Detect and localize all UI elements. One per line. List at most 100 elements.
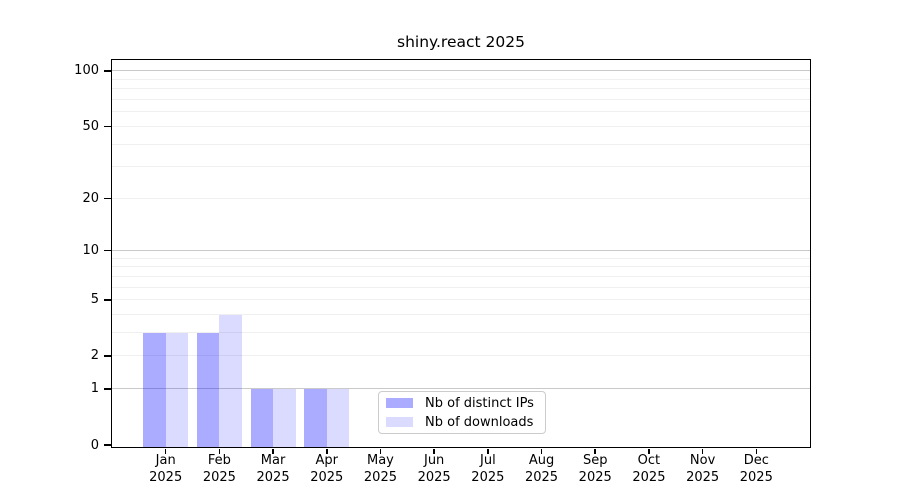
minor-gridline xyxy=(112,197,810,199)
x-label-month: Feb xyxy=(207,453,231,468)
x-label-year: 2025 xyxy=(632,469,666,485)
x-label-month: Nov xyxy=(689,453,716,468)
x-tick-mark xyxy=(648,448,650,454)
x-label-month: Mar xyxy=(260,453,286,468)
x-tick-mark xyxy=(701,448,704,454)
x-tick-label: Jun 2025 xyxy=(404,453,464,486)
x-tick-mark xyxy=(487,448,489,454)
y-tick-mark xyxy=(104,125,111,128)
minor-gridline xyxy=(112,88,810,90)
x-label-year: 2025 xyxy=(471,469,505,485)
minor-gridline xyxy=(112,355,810,357)
bar-downloads xyxy=(273,388,296,447)
y-tick-mark xyxy=(104,388,111,390)
x-tick-mark xyxy=(218,448,221,454)
minor-gridline xyxy=(112,299,810,301)
major-gridline xyxy=(112,388,810,390)
x-tick-label: Mar 2025 xyxy=(243,453,303,486)
minor-gridline xyxy=(112,125,810,127)
minor-gridline xyxy=(112,78,810,80)
bar-downloads xyxy=(219,314,242,447)
x-tick-label: May 2025 xyxy=(350,453,410,486)
x-tick-mark xyxy=(755,448,758,454)
minor-gridline xyxy=(112,166,810,168)
legend-swatch-downloads xyxy=(386,417,413,427)
bar-distinct-ips xyxy=(143,332,166,447)
x-label-month: Jan xyxy=(155,453,176,468)
x-label-year: 2025 xyxy=(524,469,559,485)
chart-title: shiny.react 2025 xyxy=(397,33,525,51)
legend-label-downloads: Nb of downloads xyxy=(425,414,534,430)
y-tick-mark xyxy=(104,299,111,301)
x-tick-mark xyxy=(164,448,167,454)
x-tick-mark xyxy=(540,448,543,454)
y-tick-mark xyxy=(104,197,111,200)
x-tick-mark xyxy=(379,448,382,454)
x-label-month: Sep xyxy=(582,453,608,468)
y-tick-label: 0 xyxy=(90,437,99,453)
plot-area xyxy=(110,58,811,448)
x-label-year: 2025 xyxy=(202,469,236,485)
x-tick-label: Feb 2025 xyxy=(189,453,249,486)
legend-item-downloads: Nb of downloads xyxy=(386,413,545,432)
x-tick-mark xyxy=(594,448,596,454)
bar-distinct-ips xyxy=(250,388,274,447)
x-label-year: 2025 xyxy=(417,469,451,485)
y-tick-mark xyxy=(104,70,111,72)
x-label-month: Jul xyxy=(480,453,496,468)
x-tick-mark xyxy=(272,448,274,454)
y-tick-mark xyxy=(104,355,111,357)
x-tick-mark xyxy=(433,448,435,454)
minor-gridline xyxy=(112,286,810,288)
minor-gridline xyxy=(112,314,810,316)
x-label-year: 2025 xyxy=(149,469,183,485)
y-tick-label: 2 xyxy=(90,348,99,364)
y-tick-label: 5 xyxy=(90,292,99,308)
x-label-month: Aug xyxy=(528,453,555,468)
x-label-month: Dec xyxy=(743,453,769,468)
x-tick-label: Jan 2025 xyxy=(136,453,196,486)
x-label-year: 2025 xyxy=(310,469,344,485)
x-label-month: Oct xyxy=(637,453,661,468)
x-label-year: 2025 xyxy=(256,469,290,485)
major-gridline xyxy=(112,250,810,252)
x-tick-label: Nov 2025 xyxy=(673,453,733,486)
minor-gridline xyxy=(112,332,810,334)
legend: Nb of distinct IPs Nb of downloads xyxy=(378,391,546,434)
x-label-year: 2025 xyxy=(363,469,397,485)
major-gridline xyxy=(112,70,810,72)
x-label-month: Apr xyxy=(315,453,339,468)
x-tick-label: Apr 2025 xyxy=(297,453,357,486)
legend-item-distinct-ips: Nb of distinct IPs xyxy=(386,394,545,413)
x-tick-mark xyxy=(326,448,328,454)
x-tick-label: Sep 2025 xyxy=(565,453,625,486)
x-label-year: 2025 xyxy=(686,469,720,485)
x-tick-label: Dec 2025 xyxy=(726,453,786,486)
y-tick-label: 1 xyxy=(90,381,99,397)
minor-gridline xyxy=(112,266,810,268)
y-tick-mark xyxy=(104,444,111,446)
y-tick-mark xyxy=(104,249,111,252)
y-tick-label: 50 xyxy=(82,118,99,134)
minor-gridline xyxy=(112,111,810,113)
x-tick-label: Oct 2025 xyxy=(619,453,679,486)
y-tick-label: 10 xyxy=(82,243,99,259)
minor-gridline xyxy=(112,257,810,259)
x-tick-label: Aug 2025 xyxy=(512,453,572,486)
x-label-month: May xyxy=(367,453,394,468)
y-tick-label: 20 xyxy=(82,190,99,206)
y-tick-label: 100 xyxy=(74,63,99,79)
minor-gridline xyxy=(112,143,810,145)
x-tick-label: Jul 2025 xyxy=(458,453,518,486)
x-label-year: 2025 xyxy=(578,469,612,485)
bar-downloads xyxy=(165,332,189,447)
minor-gridline xyxy=(112,275,810,277)
legend-label-distinct-ips: Nb of distinct IPs xyxy=(425,395,534,411)
bar-downloads xyxy=(326,388,350,447)
legend-swatch-distinct-ips xyxy=(386,398,413,408)
minor-gridline xyxy=(112,99,810,101)
bar-distinct-ips xyxy=(304,388,327,447)
x-label-month: Jun xyxy=(423,453,445,468)
x-label-year: 2025 xyxy=(739,469,773,485)
